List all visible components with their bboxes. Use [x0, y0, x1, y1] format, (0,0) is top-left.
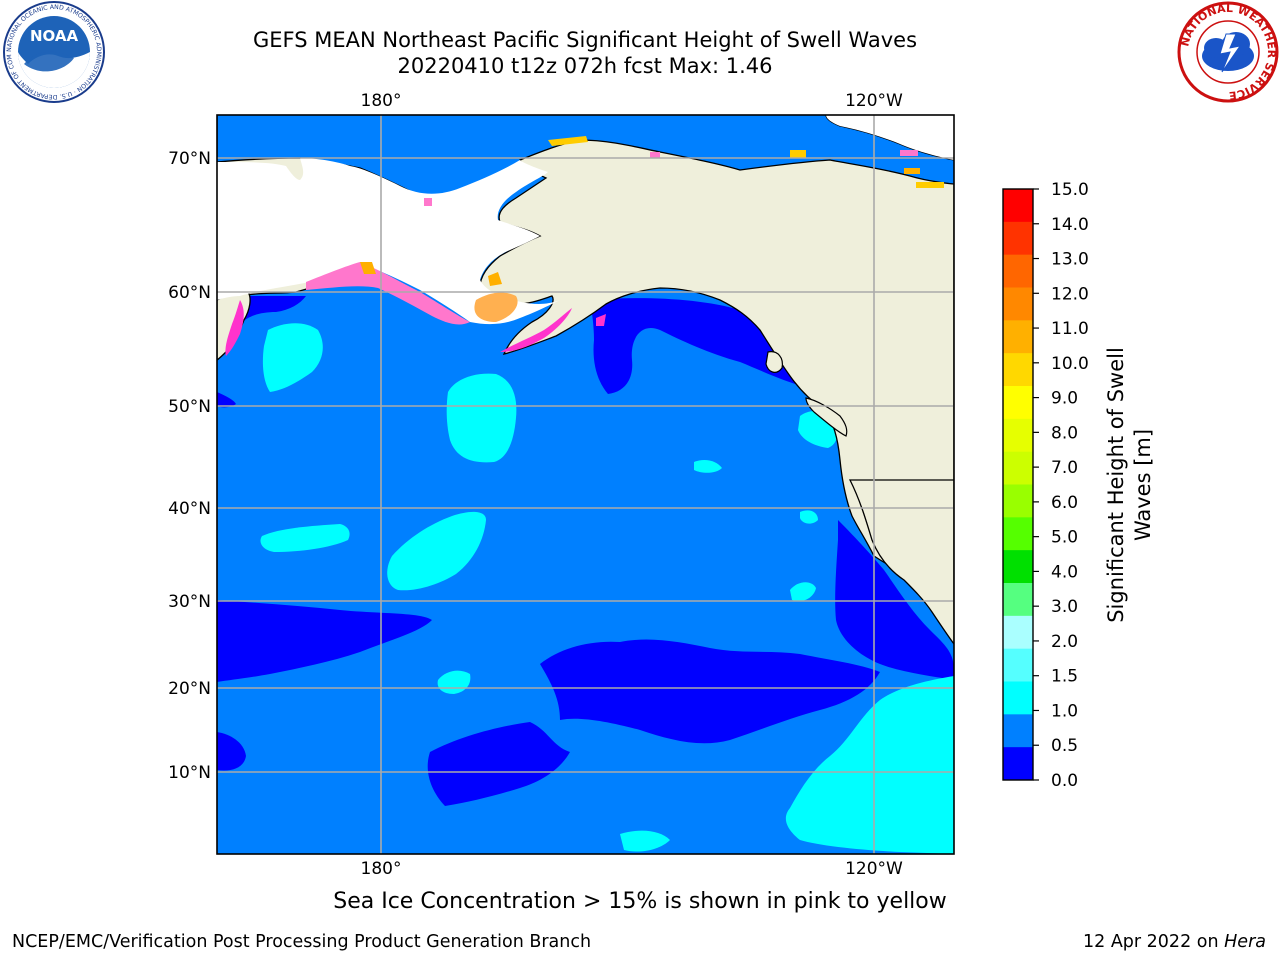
colorbar-title-line2: Waves [m]: [1131, 429, 1155, 541]
footer-credit: NCEP/EMC/Verification Post Processing Pr…: [12, 932, 592, 952]
colorbar-tick-label: 13.0: [1051, 250, 1089, 270]
colorbar-segment: [1003, 517, 1033, 551]
top-lon-label-180: 180°: [361, 91, 402, 111]
colorbar-tick-label: 14.0: [1051, 215, 1089, 235]
colorbar-segment: [1003, 681, 1033, 715]
swell-cyan-south-small: [620, 830, 670, 852]
lat-label-40n: 40°N: [168, 499, 211, 519]
colorbar-tick-label: 8.0: [1051, 423, 1078, 443]
bottom-lon-label-120w: 120°W: [845, 859, 903, 879]
sea-ice-edge: [225, 136, 944, 356]
sea-ice-note-text: Sea Ice Concentration > 15% is shown in …: [333, 889, 947, 914]
nws-logo: NATIONAL WEATHER SERVICE: [1177, 1, 1279, 103]
swell-low-north-coast: [236, 296, 306, 324]
colorbar-tick-label: 5.0: [1051, 528, 1078, 548]
colorbar-tick-label: 9.0: [1051, 389, 1078, 409]
land-vancouver-island: [805, 397, 848, 437]
colorbar-segment: [1003, 353, 1033, 387]
swell-cyan-blob-2: [387, 511, 486, 591]
chart-subtitle: 20220410 t12z 072h fcst Max: 1.46: [397, 54, 773, 78]
footer-date-text: 12 Apr 2022 on: [1083, 932, 1225, 952]
swell-low-gulf-alaska: [590, 298, 808, 394]
footer-host: Hera: [1224, 932, 1266, 952]
colorbar-segment: [1003, 550, 1033, 584]
colorbar-segment: [1003, 287, 1033, 321]
swell-cyan-blob-1: [446, 373, 517, 463]
colorbar-segment: [1003, 189, 1033, 223]
swell-cyan-blob-4: [262, 323, 323, 392]
colorbar-segment: [1003, 615, 1033, 650]
colorbar-segment: [1003, 451, 1033, 485]
swell-cyan-blob-3: [260, 524, 350, 552]
colorbar-tick-label: 3.0: [1051, 597, 1078, 617]
land-lower48: [848, 479, 954, 646]
colorbar-tick-label: 11.0: [1051, 319, 1089, 339]
colorbar-tick-label: 2.0: [1051, 632, 1078, 652]
land-bc-coast-islands: [765, 351, 783, 373]
chart-title: GEFS MEAN Northeast Pacific Significant …: [252, 28, 918, 52]
noaa-logo: NATIONAL OCEANIC AND ATMOSPHERIC ADMINIS…: [2, 0, 105, 103]
colorbar-tick-label: 12.0: [1051, 284, 1089, 304]
colorbar-segment: [1003, 747, 1033, 781]
colorbar-tick-label: 4.0: [1051, 562, 1078, 582]
colorbar-segment: [1003, 484, 1033, 518]
colorbar-segment: [1003, 320, 1033, 354]
lat-label-50n: 50°N: [168, 397, 211, 417]
arctic-white: [217, 115, 954, 160]
lat-label-20n: 20°N: [168, 679, 211, 699]
swell-band-low-south: [427, 722, 570, 806]
lat-label-60n: 60°N: [168, 283, 211, 303]
footer-date: 12 Apr 2022 on Hera: [1083, 932, 1266, 952]
bottom-lon-label-180: 180°: [361, 859, 402, 879]
colorbar-segment: [1003, 418, 1033, 453]
colorbar-tick-label: 10.0: [1051, 354, 1089, 374]
colorbar-title-line1: Significant Height of Swell: [1104, 347, 1128, 623]
swell-low-sw-corner: [217, 732, 246, 771]
colorbar-tick-label: 0.5: [1051, 736, 1078, 756]
sea-ice-note: Sea Ice Concentration > 15% is shown in …: [0, 889, 1280, 914]
colorbar-segment: [1003, 221, 1033, 256]
map-gridlines: [217, 115, 954, 854]
colorbar-tick-label: 7.0: [1051, 458, 1078, 478]
lat-label-70n: 70°N: [168, 149, 211, 169]
colorbar-segment: [1003, 254, 1033, 288]
colorbar-frame: [1002, 188, 1034, 781]
colorbar-tick-label: 6.0: [1051, 493, 1078, 513]
colorbar-segment: [1003, 386, 1033, 420]
colorbar-segment: [1003, 714, 1033, 748]
lat-label-10n: 10°N: [168, 763, 211, 783]
top-lon-label-120w: 120°W: [845, 91, 903, 111]
sea-ice-nodata: [217, 158, 560, 325]
swell-cyan-blob-8: [800, 510, 818, 524]
swell-cyan-blob-7: [694, 460, 722, 473]
noaa-logo-text: NOAA: [30, 27, 79, 45]
colorbar-segment: [1003, 648, 1033, 682]
swell-band-low-central: [540, 639, 880, 744]
colorbar: 15.0 14.0 13.0 12.0 11.0 10.0 9.0 8.0 7.0 6.0 5.0 4…: [1002, 180, 1089, 791]
land-alaska: [479, 139, 954, 641]
lat-label-30n: 30°N: [168, 592, 211, 612]
swell-cyan-blob-9: [790, 582, 816, 602]
swell-cyan-southeast: [785, 676, 954, 854]
swell-band-low-west: [217, 600, 432, 682]
map-frame: [216, 114, 955, 855]
swell-low-east-coast: [835, 520, 954, 680]
colorbar-tick-label: 0.0: [1051, 771, 1078, 791]
colorbar-tick-label: 15.0: [1051, 180, 1089, 200]
colorbar-tick-label: 1.0: [1051, 701, 1078, 721]
colorbar-segment: [1003, 583, 1033, 617]
swell-low-northwest: [217, 392, 236, 408]
colorbar-tick-label: 1.5: [1051, 667, 1078, 687]
